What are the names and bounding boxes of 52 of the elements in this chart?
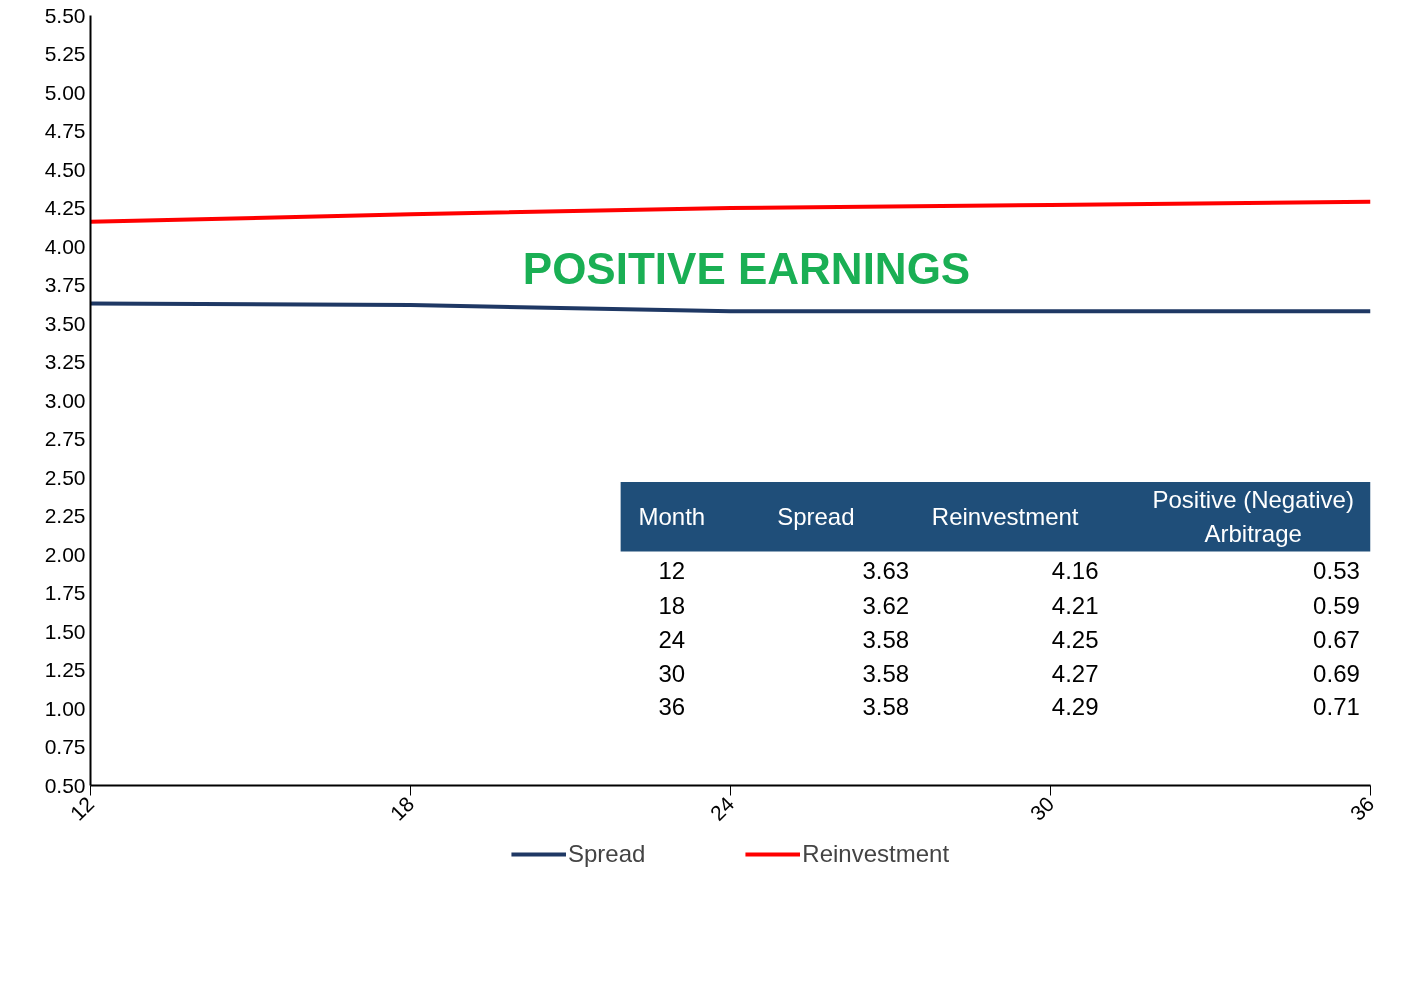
annotation: 0.59 xyxy=(1313,591,1360,619)
annotation: 4.21 xyxy=(1051,591,1099,619)
y-tick-label: 5.25 xyxy=(44,42,86,65)
annotation: 3.63 xyxy=(862,557,910,585)
annotation: POSITIVE EARNINGS xyxy=(522,243,971,293)
x-tick-label: 36 xyxy=(1345,792,1379,825)
annotation: Spread xyxy=(777,503,855,531)
annotation: Positive (Negative) Arbitrage xyxy=(1152,486,1354,548)
x-tick-label: 18 xyxy=(385,792,419,825)
annotation: 0.53 xyxy=(1313,557,1360,585)
y-tick-label: 4.75 xyxy=(44,119,86,142)
annotation: 4.27 xyxy=(1051,659,1099,687)
annotation: 3.58 xyxy=(862,626,910,654)
y-tick-label: 3.25 xyxy=(44,350,86,373)
annotation: 4.16 xyxy=(1051,557,1099,585)
y-tick-label: 0.75 xyxy=(44,735,86,758)
y-tick-label: 3.00 xyxy=(44,388,86,412)
y-tick-label: 2.25 xyxy=(44,504,86,527)
annotation: Month xyxy=(638,503,706,531)
y-tick-label: 1.50 xyxy=(44,619,86,643)
annotation: 3.62 xyxy=(862,591,910,619)
y-tick-label: 2.75 xyxy=(44,427,86,450)
y-tick-label: 1.00 xyxy=(44,696,86,720)
y-tick-label: 4.25 xyxy=(44,196,86,219)
x-tick-label: 24 xyxy=(705,791,739,825)
y-tick-label: 3.75 xyxy=(44,273,86,296)
y-tick-label: 1.25 xyxy=(44,658,86,681)
annotation: 36 xyxy=(658,693,686,721)
y-tick-label: 1.75 xyxy=(44,581,86,604)
annotation: 3.58 xyxy=(862,659,910,687)
annotation: 18 xyxy=(658,591,686,619)
y-tick-label: 2.00 xyxy=(44,542,86,566)
x-tick-label: 30 xyxy=(1025,792,1059,825)
annotation: 12 xyxy=(658,557,686,585)
y-tick-label: 4.50 xyxy=(44,157,86,181)
annotation: 4.29 xyxy=(1051,693,1099,721)
line-series xyxy=(90,199,1371,224)
annotation: 24 xyxy=(658,626,686,654)
annotation: 0.67 xyxy=(1313,626,1360,654)
y-tick-label: 5.50 xyxy=(44,3,86,27)
y-tick-label: 2.50 xyxy=(44,465,86,489)
y-tick-label: 3.50 xyxy=(44,311,86,335)
annotation: 0.69 xyxy=(1313,659,1360,687)
y-tick-label: 5.00 xyxy=(44,80,86,104)
legend-label: Spread xyxy=(567,840,646,868)
annotation: 3.58 xyxy=(862,693,910,721)
annotation: 0.71 xyxy=(1313,693,1360,721)
legend-label: Reinvestment xyxy=(802,840,950,868)
annotation: 30 xyxy=(658,659,686,687)
y-tick-label: 4.00 xyxy=(44,234,86,258)
annotation: 4.25 xyxy=(1051,626,1099,654)
annotation: Reinvestment xyxy=(931,503,1079,531)
